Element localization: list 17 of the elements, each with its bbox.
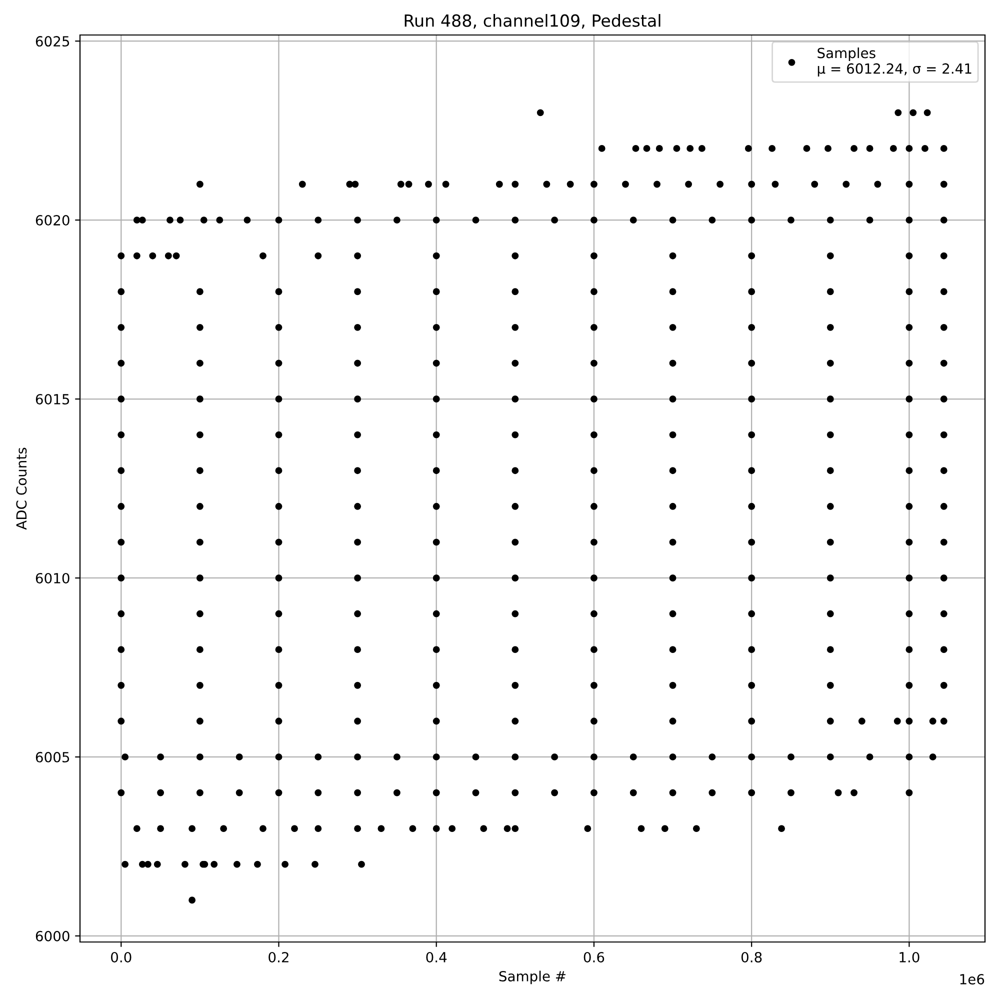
text: 1e6 — [960, 974, 984, 984]
y-tick-label: 6025 — [36, 36, 70, 47]
y-tick-label: 6010 — [36, 572, 70, 584]
y-tick-label: 6005 — [36, 752, 70, 762]
legend-label: Samples μ = 6012.24, σ = 2.41 — [818, 48, 972, 76]
x-tick-label: 0.2 — [268, 952, 288, 962]
x-tick-label: 0.8 — [741, 952, 762, 962]
x-tick-label: 0.0 — [111, 952, 132, 962]
y-tick-label: 6015 — [36, 394, 70, 404]
y-tick-label: 6020 — [36, 215, 70, 226]
y-axis-title: ADC Counts — [16, 448, 27, 530]
x-tick-label: 1.0 — [900, 952, 920, 962]
chart-title: Run 488, channel109, Pedestal — [404, 14, 660, 29]
x-axis-title: Sample # — [499, 970, 566, 984]
x-tick-label: 0.6 — [584, 952, 604, 962]
x-tick-label: 0.4 — [426, 952, 447, 962]
y-tick-label: 6000 — [36, 930, 70, 942]
